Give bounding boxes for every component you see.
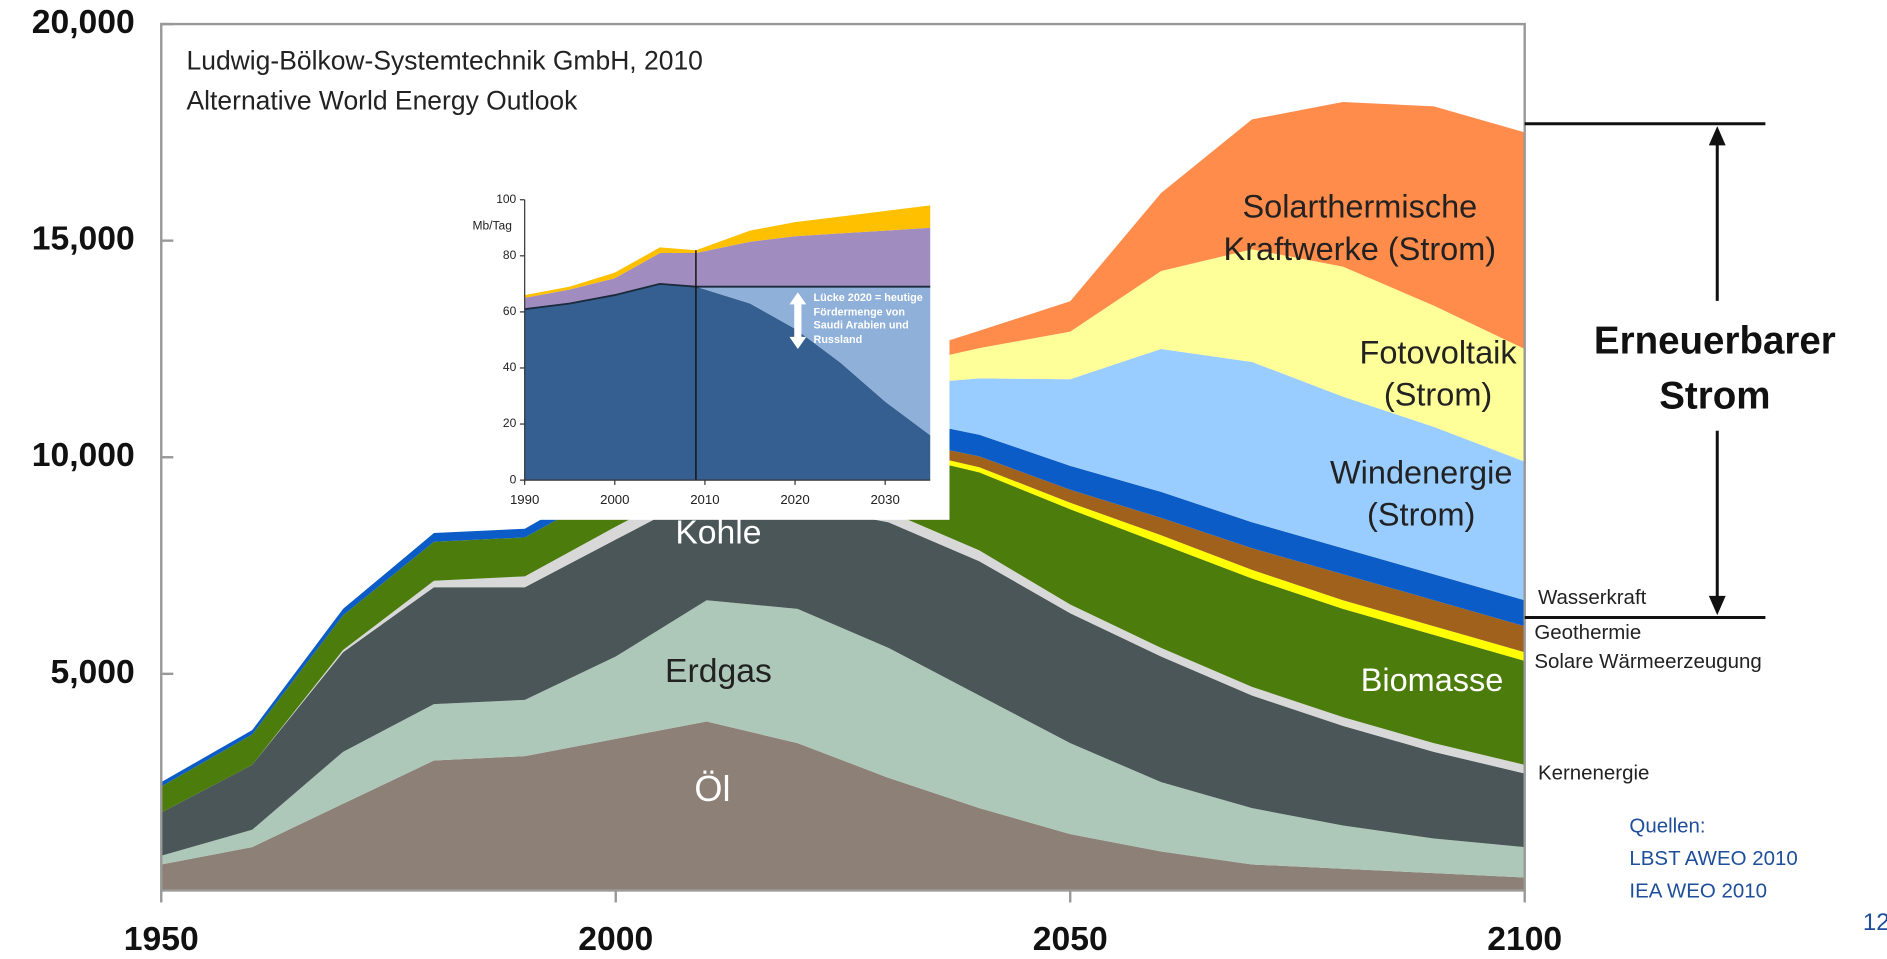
area <box>161 102 1525 783</box>
annotation: Erneuerbarer Strom <box>1593 318 1836 418</box>
y-tick-label: 40 <box>503 360 517 374</box>
y-axis-label: Mb/Tag <box>472 218 511 232</box>
area <box>161 600 1525 878</box>
x-tick-label: 2020 <box>780 492 809 507</box>
y-tick-label: 15,000 <box>32 221 135 258</box>
y-tick-label: 60 <box>503 304 517 318</box>
area <box>161 721 1525 891</box>
area <box>524 283 931 481</box>
x-tick-label: 2010 <box>690 492 719 507</box>
series-label: Geothermie <box>1534 620 1642 644</box>
x-tick-label: 1950 <box>124 921 199 958</box>
series-label: Windenergie (Strom) <box>1330 454 1513 534</box>
arrow-head <box>1708 595 1726 616</box>
area <box>161 348 1525 783</box>
y-tick-label: 0 <box>510 472 517 486</box>
series-label: Kernenergie <box>1537 761 1650 785</box>
chart-subtitle: Alternative World Energy Outlook <box>187 85 579 115</box>
x-tick-label: 1990 <box>510 492 539 507</box>
x-tick-label: 2050 <box>1033 921 1108 958</box>
x-tick-label: 2000 <box>600 492 629 507</box>
chart-title: Ludwig-Bölkow-Systemtechnik GmbH, 2010 <box>187 46 703 76</box>
arrow-head <box>1708 126 1726 146</box>
area <box>524 205 931 298</box>
page-number: 12 <box>1862 909 1887 937</box>
series-label: Öl <box>694 769 731 810</box>
series-label: Fotovoltaik (Strom) <box>1359 334 1517 413</box>
area <box>161 435 1525 813</box>
series-label: Biomasse <box>1360 662 1504 699</box>
y-tick-label: 80 <box>503 248 517 262</box>
series-label: Solarthermische Kraftwerke (Strom) <box>1223 188 1497 268</box>
x-tick-label: 2000 <box>578 921 653 958</box>
series-label: Wasserkraft <box>1537 586 1647 609</box>
area <box>161 491 1525 856</box>
x-tick-label: 2030 <box>870 492 899 507</box>
series-label: Solare Wärmeerzeugung <box>1534 649 1762 673</box>
sources-heading: Quellen: <box>1629 814 1706 838</box>
inset-annotation: Lücke 2020 = heutige Fördermenge von Sau… <box>813 291 923 346</box>
area <box>524 227 931 310</box>
y-tick-label: 20,000 <box>32 4 135 41</box>
series-label: Erdgas <box>665 651 772 690</box>
gap-line <box>524 282 931 310</box>
y-tick-label: 5,000 <box>50 654 134 691</box>
gap-arrow <box>789 292 807 349</box>
area <box>161 416 1525 787</box>
y-tick-label: 100 <box>496 192 516 206</box>
y-tick-label: 20 <box>503 416 517 430</box>
source: IEA WEO 2010 <box>1629 879 1768 903</box>
series-label: Kohle <box>675 513 762 551</box>
x-tick-label: 2100 <box>1487 921 1562 958</box>
y-tick-label: 10,000 <box>32 437 135 474</box>
area <box>161 249 1525 783</box>
source: LBST AWEO 2010 <box>1629 847 1798 870</box>
area <box>524 283 931 436</box>
